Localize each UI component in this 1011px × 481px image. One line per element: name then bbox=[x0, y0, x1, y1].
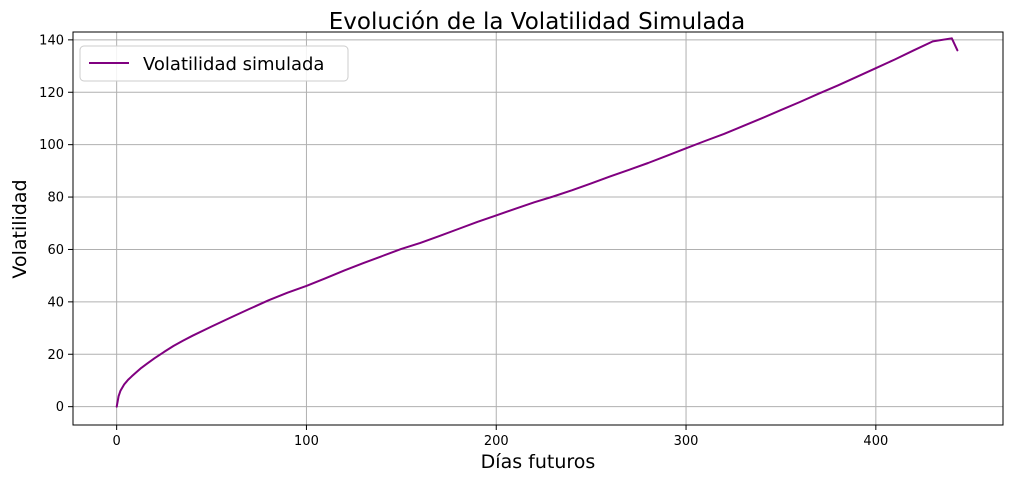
series-layer bbox=[115, 37, 959, 408]
y-tick-label: 40 bbox=[47, 295, 64, 310]
x-axis-label: Días futuros bbox=[481, 451, 596, 473]
y-tick-label: 80 bbox=[47, 191, 64, 206]
x-tick-label: 400 bbox=[863, 434, 888, 449]
chart-title: Evolución de la Volatilidad Simulada bbox=[329, 9, 745, 35]
y-tick-label: 140 bbox=[39, 33, 64, 48]
legend-label: Volatilidad simulada bbox=[143, 54, 324, 75]
y-tick-label: 60 bbox=[47, 243, 64, 258]
y-tick-label: 20 bbox=[47, 348, 64, 363]
y-tick-label: 0 bbox=[56, 400, 64, 415]
x-tick-label: 0 bbox=[113, 434, 121, 449]
plot-frame bbox=[72, 31, 1004, 426]
axis-ticks: 0 100 200 300 400 0 20 40 60 80 100 120 140 bbox=[39, 33, 888, 449]
series-line-volatilidad bbox=[115, 37, 959, 408]
x-tick-label: 300 bbox=[674, 434, 699, 449]
grid-lines bbox=[73, 32, 1003, 425]
y-tick-label: 100 bbox=[39, 138, 64, 153]
legend-box bbox=[79, 45, 349, 82]
legend: Volatilidad simulada bbox=[79, 45, 349, 82]
x-tick-label: 100 bbox=[294, 434, 319, 449]
y-tick-label: 120 bbox=[39, 86, 64, 101]
y-axis-label: Volatilidad bbox=[9, 179, 31, 278]
x-tick-label: 200 bbox=[484, 434, 509, 449]
